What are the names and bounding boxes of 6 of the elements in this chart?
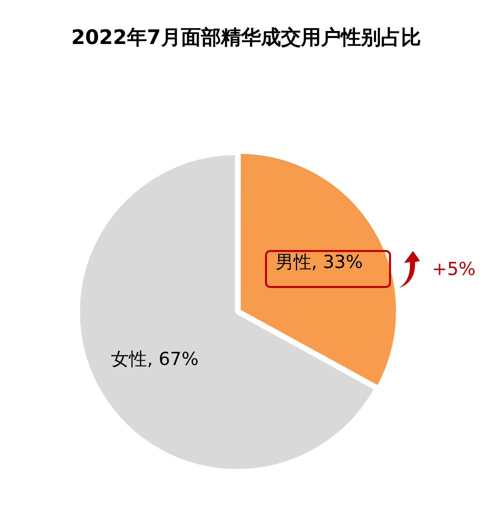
chart-title: 2022年7月面部精华成交用户性别占比: [70, 24, 422, 51]
data-label: , 67%: [147, 349, 199, 370]
text: +5%: [432, 259, 476, 280]
slice-label: 男性: [275, 252, 312, 274]
slice-label: 女性: [111, 349, 148, 370]
data-label: , 33%: [311, 252, 363, 274]
